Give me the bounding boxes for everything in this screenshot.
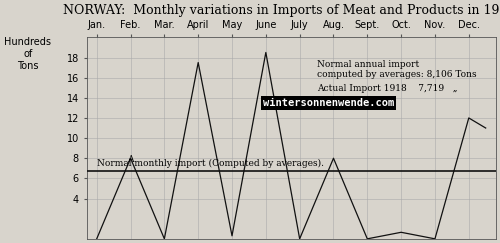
Text: 3: 3 bbox=[0, 242, 1, 243]
Text: computed by averages: 8,106 Tons: computed by averages: 8,106 Tons bbox=[316, 69, 476, 78]
Text: .65: .65 bbox=[0, 242, 1, 243]
Text: Nil: Nil bbox=[0, 242, 1, 243]
Text: Normal annual import: Normal annual import bbox=[316, 60, 419, 69]
Text: Actual Import 1918    7,719   „: Actual Import 1918 7,719 „ bbox=[316, 84, 457, 93]
Text: Nil: Nil bbox=[0, 242, 1, 243]
Text: A: A bbox=[128, 155, 134, 164]
Text: Nil: Nil bbox=[0, 242, 1, 243]
Text: Normal monthly import (Computed by averages).: Normal monthly import (Computed by avera… bbox=[98, 159, 324, 168]
Title: NORWAY:  Monthly variations in Imports of Meat and Products in 1918.: NORWAY: Monthly variations in Imports of… bbox=[63, 4, 500, 17]
Text: wintersonnenwende.com: wintersonnenwende.com bbox=[263, 98, 394, 108]
Text: Nil: Nil bbox=[0, 242, 1, 243]
Y-axis label: Hundreds
of
Tons: Hundreds of Tons bbox=[4, 37, 51, 70]
